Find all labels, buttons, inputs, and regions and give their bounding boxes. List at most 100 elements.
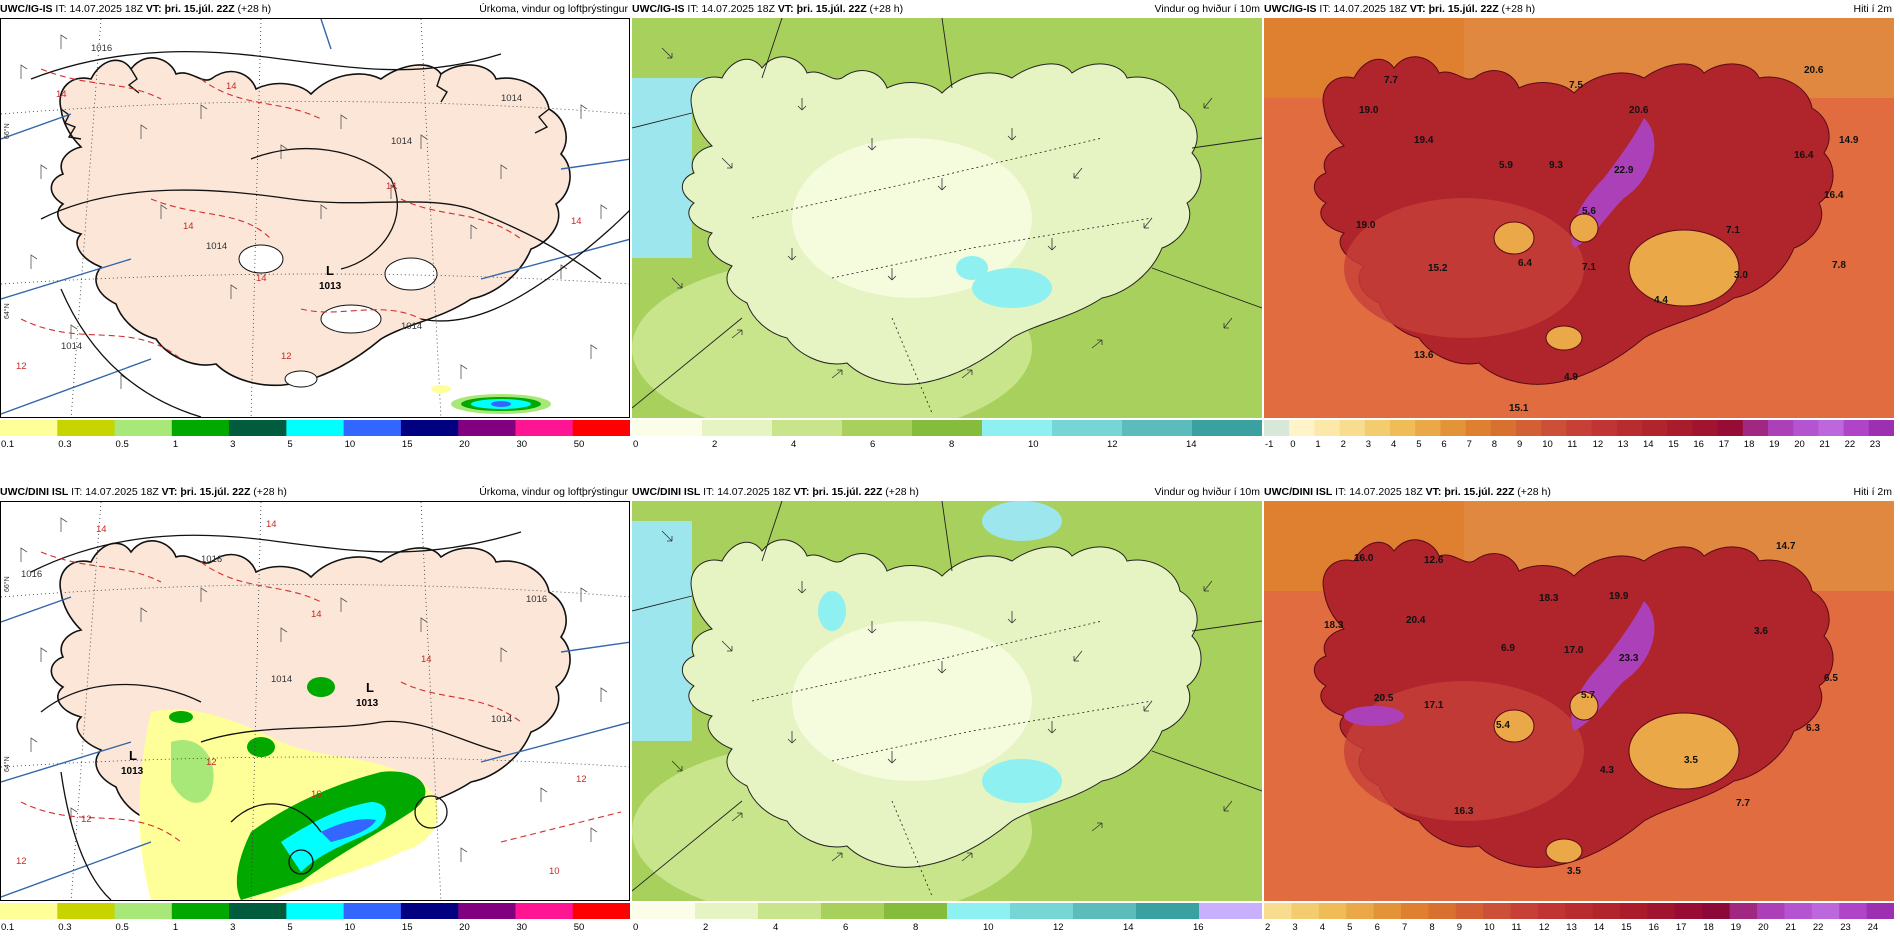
isotherm-label: 14 [96, 524, 107, 535]
temperature-value: 16.3 [1454, 806, 1474, 817]
colorbar-tick-label: 10 [1542, 439, 1553, 450]
colorbar-swatch [400, 420, 459, 436]
panel-bottom-precip: UWC/DINI ISL IT: 14.07.2025 18Z VT: þri.… [0, 483, 630, 948]
colorbar-tick-label: 3 [230, 439, 235, 450]
colorbar-tick-label: 19 [1769, 439, 1780, 450]
colorbar-tick-label: 7 [1402, 922, 1407, 933]
temperature-value: 19.9 [1609, 591, 1629, 602]
temperature-value: 4.9 [1564, 372, 1578, 383]
colorbar-tick-label: 8 [1429, 922, 1434, 933]
colorbar-tick-label: 3 [1366, 439, 1371, 450]
valid-label: VT: [777, 3, 794, 15]
precip-map-svg: L 1013 L 1013 1016 1016 1014 1014 1016 1… [1, 502, 629, 900]
colorbar-swatch [1465, 420, 1492, 436]
colorbar-swatch [1616, 420, 1643, 436]
init-label: IT: [1335, 486, 1347, 498]
colorbar-swatch [343, 903, 402, 919]
colorbar-swatch [1729, 903, 1758, 919]
colorbar-swatch [1757, 903, 1785, 919]
temp-map[interactable]: 7.7 19.0 19.4 5.9 7.5 20.6 20.6 14.9 9.3 16.4 22.9… [1264, 18, 1894, 418]
temperature-value: 13.6 [1414, 350, 1434, 361]
temperature-value: 3.5 [1567, 866, 1581, 877]
wind-map[interactable] [632, 18, 1262, 418]
isobar-label: 1016 [91, 43, 112, 54]
colorbar-tick-label: 15 [402, 922, 413, 933]
colorbar-swatch [947, 903, 1011, 919]
colorbar-tick-label: 8 [913, 922, 918, 933]
colorbar-tick-label: 9 [1457, 922, 1462, 933]
valid-time: þri. 15.júl. 22Z [180, 486, 251, 498]
colorbar-swatch [1289, 420, 1315, 436]
colorbar-tick-label: 24 [1868, 922, 1879, 933]
colorbar-swatch [1591, 420, 1618, 436]
init-time: 14.07.2025 18Z [717, 486, 791, 498]
colorbar-swatch [171, 420, 230, 436]
colorbar-tick-label: 12 [1593, 439, 1604, 450]
precip-map[interactable]: L 1013 L 1013 1016 1016 1014 1014 1016 1… [0, 501, 630, 901]
colorbar-swatch [229, 903, 287, 919]
colorbar-tick-label: 0.1 [1, 439, 14, 450]
panel-top-temp: UWC/IG-IS IT: 14.07.2025 18Z VT: þri. 15… [1264, 0, 1894, 465]
colorbar-swatch [1565, 903, 1594, 919]
colorbar-swatch [1052, 420, 1123, 436]
colorbar-tick-label: 4 [791, 439, 796, 450]
colorbar-swatch [0, 420, 58, 436]
colorbar-swatch [1483, 903, 1512, 919]
wind-map[interactable] [632, 501, 1262, 901]
temp-colorbar: 2 3 4 5 6 7 8 9 10 11 12 13 14 15 16 17 18 19 20 21 22 23 24 [1264, 901, 1894, 935]
colorbar-swatch [1818, 420, 1845, 436]
colorbar-tick-label: 15 [1668, 439, 1679, 450]
temperature-value: 18.3 [1539, 593, 1559, 604]
colorbar-tick-label: 14 [1594, 922, 1605, 933]
colorbar-swatch [515, 903, 574, 919]
temperature-value: 7.8 [1832, 260, 1846, 271]
precip-map-svg: L 1013 1016 1014 1014 1014 1014 1014 14 … [1, 19, 629, 417]
lead-time: (+28 h) [237, 3, 272, 15]
colorbar-tick-label: 2 [1341, 439, 1346, 450]
temperature-value: 5.6 [1582, 206, 1596, 217]
colorbar-tick-label: 0 [633, 922, 638, 933]
colorbar-swatch [229, 420, 287, 436]
colorbar-swatch [1264, 420, 1290, 436]
colorbar-swatch [286, 420, 345, 436]
init-time: 14.07.2025 18Z [85, 486, 159, 498]
panel-bottom-wind: UWC/DINI ISL IT: 14.07.2025 18Z VT: þri.… [632, 483, 1262, 948]
colorbar-swatch [1415, 420, 1441, 436]
isobar-label: 1014 [61, 341, 82, 352]
colorbar-tick-label: 15 [402, 439, 413, 450]
temperature-value: 15.1 [1509, 403, 1529, 414]
colorbar-tick-label: 5 [287, 922, 292, 933]
valid-time: þri. 15.júl. 22Z [1428, 3, 1499, 15]
isotherm-label: 14 [56, 89, 67, 100]
temperature-value: 15.2 [1428, 263, 1448, 274]
model-name: UWC/IG-IS [632, 3, 685, 15]
colorbar-tick-label: 10 [345, 922, 356, 933]
panel-header: UWC/DINI ISL IT: 14.07.2025 18Z VT: þri.… [0, 483, 630, 501]
colorbar-tick-label: 14 [1643, 439, 1654, 450]
colorbar-swatch [515, 420, 574, 436]
colorbar-swatch [1839, 903, 1868, 919]
colorbar-tick-label: 0 [1290, 439, 1295, 450]
temperature-value: 20.6 [1629, 105, 1649, 116]
isobar-label: 1016 [201, 554, 222, 565]
colorbar-swatch [1490, 420, 1517, 436]
temp-map[interactable]: 16.0 12.6 14.7 18.3 20.4 18.3 19.9 3.6 6.9 17.0 23… [1264, 501, 1894, 901]
colorbar-swatch [57, 420, 116, 436]
model-name: UWC/IG-IS [0, 3, 53, 15]
colorbar-swatch [572, 420, 630, 436]
precip-map[interactable]: L 1013 1016 1014 1014 1014 1014 1014 14 … [0, 18, 630, 418]
colorbar-swatch [1136, 903, 1200, 919]
colorbar-swatch [1192, 420, 1262, 436]
isotherm-label: 12 [281, 351, 292, 362]
colorbar-tick-label: 1 [1315, 439, 1320, 450]
colorbar-tick-label: 7 [1467, 439, 1472, 450]
isotherm-label: 14 [311, 609, 322, 620]
temperature-value: 14.9 [1839, 135, 1859, 146]
colorbar-swatch [400, 903, 459, 919]
temperature-value: 17.1 [1424, 700, 1444, 711]
colorbar-tick-label: 16 [1193, 922, 1204, 933]
lead-time: (+28 h) [885, 486, 919, 498]
colorbar-tick-label: 17 [1676, 922, 1687, 933]
colorbar-tick-label: 0 [633, 439, 638, 450]
panel-bottom-temp: UWC/DINI ISL IT: 14.07.2025 18Z VT: þri.… [1264, 483, 1894, 948]
